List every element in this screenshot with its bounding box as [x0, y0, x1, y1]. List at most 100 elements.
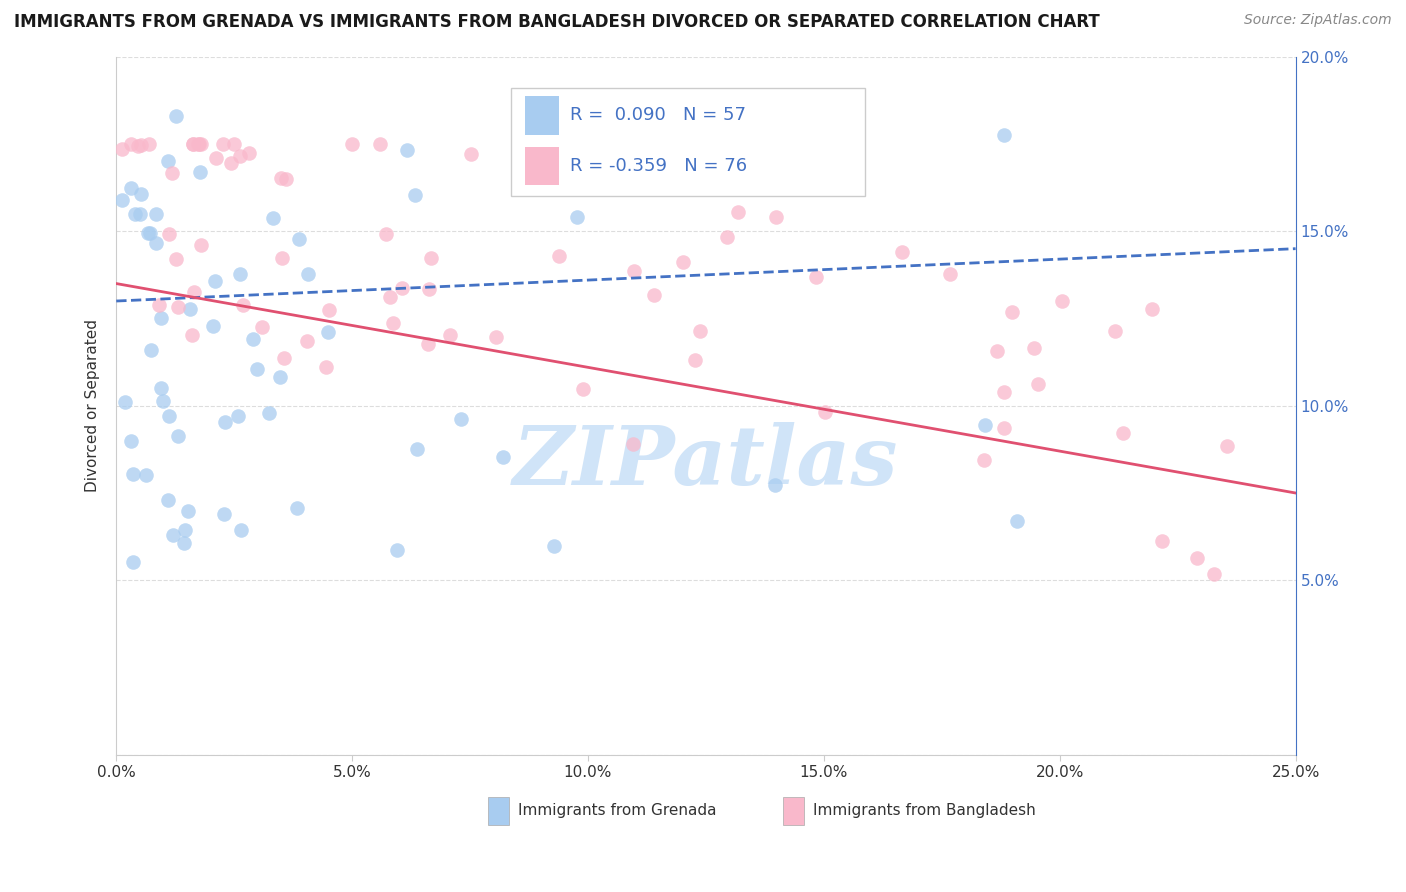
Point [167, 429, 190, 443]
Text: ZIPatlas: ZIPatlas [513, 422, 898, 501]
FancyBboxPatch shape [512, 88, 865, 196]
Point [621, 437, 644, 451]
Point [157, 227, 180, 241]
Text: R =  0.090   N = 57: R = 0.090 N = 57 [571, 106, 747, 124]
Point [993, 128, 1015, 142]
Point [288, 232, 311, 246]
Point [406, 442, 429, 456]
Point [806, 269, 828, 284]
Point [643, 288, 665, 302]
Point [181, 136, 204, 151]
Point [111, 193, 134, 207]
Point [340, 136, 363, 151]
Bar [488, 797, 509, 824]
Point [716, 230, 738, 244]
Point [262, 211, 284, 225]
Point [689, 324, 711, 338]
Point [492, 450, 515, 464]
Point [139, 343, 162, 357]
Point [122, 467, 145, 481]
Point [114, 395, 136, 409]
Point [148, 298, 170, 312]
Point [145, 236, 167, 251]
Point [229, 267, 252, 281]
Point [238, 145, 260, 160]
Point [1111, 426, 1133, 441]
Point [683, 352, 706, 367]
Point [315, 360, 337, 375]
Point [110, 142, 132, 156]
Text: Immigrants from Grenada: Immigrants from Grenada [519, 803, 717, 818]
Point [136, 226, 159, 240]
Point [138, 226, 160, 240]
Point [219, 156, 242, 170]
Point [246, 362, 269, 376]
Point [368, 136, 391, 151]
Point [419, 252, 441, 266]
Point [224, 136, 246, 151]
Point [543, 539, 565, 553]
Point [226, 409, 249, 423]
Point [149, 380, 172, 394]
Point [145, 207, 167, 221]
Point [229, 523, 252, 537]
Point [250, 319, 273, 334]
Point [381, 316, 404, 330]
Point [572, 382, 595, 396]
Point [149, 310, 172, 325]
Point [1005, 515, 1028, 529]
Point [1216, 439, 1239, 453]
Point [1050, 293, 1073, 308]
Point [270, 171, 292, 186]
Point [156, 154, 179, 169]
Point [380, 290, 402, 304]
Point [297, 267, 319, 281]
Point [1152, 533, 1174, 548]
Point [156, 492, 179, 507]
Point [939, 267, 962, 281]
Point [214, 415, 236, 429]
Point [232, 298, 254, 312]
Point [157, 409, 180, 424]
Point [271, 251, 294, 265]
Point [173, 536, 195, 550]
Point [120, 136, 142, 151]
Point [450, 411, 472, 425]
Point [162, 528, 184, 542]
Point [165, 252, 187, 266]
Point [205, 151, 228, 165]
Point [439, 328, 461, 343]
Point [973, 452, 995, 467]
Point [672, 255, 695, 269]
Text: Immigrants from Bangladesh: Immigrants from Bangladesh [813, 803, 1036, 818]
Point [120, 434, 142, 448]
Point [727, 205, 749, 219]
Point [993, 420, 1015, 434]
Point [891, 244, 914, 259]
Point [188, 165, 211, 179]
Point [242, 332, 264, 346]
Point [485, 330, 508, 344]
Point [1001, 304, 1024, 318]
Point [124, 207, 146, 221]
Point [623, 264, 645, 278]
Point [179, 301, 201, 316]
Point [297, 334, 319, 348]
Point [318, 302, 340, 317]
Text: R = -0.359   N = 76: R = -0.359 N = 76 [571, 157, 748, 176]
Text: IMMIGRANTS FROM GRENADA VS IMMIGRANTS FROM BANGLADESH DIVORCED OR SEPARATED CORR: IMMIGRANTS FROM GRENADA VS IMMIGRANTS FR… [14, 13, 1099, 31]
Bar [526, 147, 558, 186]
Point [418, 336, 440, 351]
Point [129, 207, 152, 221]
Point [1202, 567, 1225, 582]
Point [586, 165, 609, 179]
Point [1185, 551, 1208, 566]
Point [1028, 377, 1050, 392]
Y-axis label: Divorced or Separated: Divorced or Separated [86, 319, 100, 492]
Point [138, 136, 160, 151]
Point [418, 282, 440, 296]
Point [187, 136, 209, 151]
Point [974, 418, 997, 433]
Point [177, 504, 200, 518]
Point [201, 319, 224, 334]
